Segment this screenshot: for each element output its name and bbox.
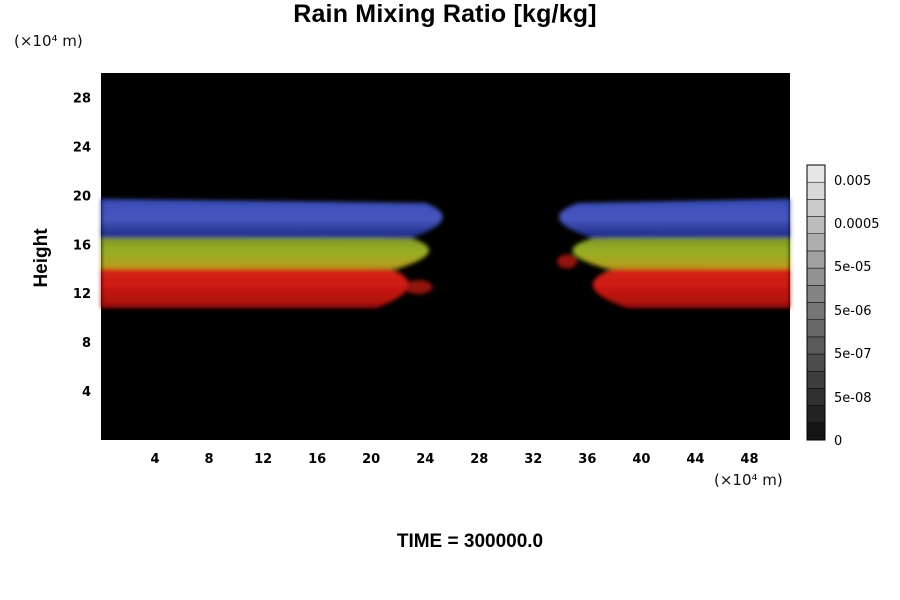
colorbar-cell [806,302,826,320]
rain-cell [404,280,433,295]
colorbar-cell [806,181,826,200]
y-tick-label: 24 [73,140,91,155]
x-tick-label: 8 [205,452,214,467]
colorbar-cell [806,216,826,234]
colorbar-tick-label: 0.005 [834,174,871,189]
x-tick-label: 4 [151,452,160,467]
x-axis-unit: (×10⁴ m) [714,471,783,489]
x-tick-label: 32 [524,452,542,467]
colorbar-cell [806,285,826,303]
colorbar-frame [806,164,826,441]
colorbar-tick-label: 5e-05 [834,260,872,275]
y-tick-label: 4 [82,385,91,400]
x-tick-label: 28 [470,452,488,467]
chart-title: Rain Mixing Ratio [kg/kg] [293,0,597,28]
x-tick-label: 16 [308,452,326,467]
y-tick-label: 8 [82,336,91,351]
colorbar-tick-label: 5e-08 [834,391,872,406]
colorbar-cell [806,336,826,355]
colorbar-tick-label: 5e-06 [834,304,872,319]
colorbar-cell [806,371,826,389]
rain-cell [557,254,578,269]
y-tick-label: 28 [73,91,91,106]
field-bands [101,199,790,308]
y-tick-label: 20 [73,189,91,204]
colorbar-cell [806,233,826,252]
x-tick-label: 36 [578,452,596,467]
colorbar-cell [806,267,826,286]
colorbar-cell [806,199,826,217]
colorbar-cell [806,319,826,338]
band-middle-left [101,234,430,269]
colorbar-cell [806,353,826,372]
x-tick-label: 20 [362,452,380,467]
colorbar-cell [806,388,826,406]
y-axis-unit: (×10⁴ m) [14,32,83,50]
time-label: TIME = 300000.0 [396,531,544,552]
x-tick-label: 44 [686,452,704,467]
y-tick-label: 12 [73,287,91,302]
band-middle-right [572,234,790,269]
x-tick-label: 40 [632,452,650,467]
colorbar: 0.005 0.0005 5e-05 5e-06 5e-07 5e-08 0 [806,164,880,449]
colorbar-tick-label: 0 [834,434,842,449]
band-upper-right [559,199,790,239]
x-tick-label: 24 [416,452,434,467]
colorbar-tick-label: 0.0005 [834,217,880,232]
band-lower-left [101,265,409,308]
colorbar-cell [806,405,826,424]
colorbar-cell [806,422,826,441]
band-lower-right [592,265,790,308]
x-tick-label: 48 [740,452,758,467]
colorbar-tick-label: 5e-07 [834,347,872,362]
y-tick-label: 16 [73,238,91,253]
band-upper-left [101,199,443,239]
colorbar-cell [806,164,826,183]
x-tick-label: 12 [254,452,272,467]
colorbar-cell [806,250,826,269]
